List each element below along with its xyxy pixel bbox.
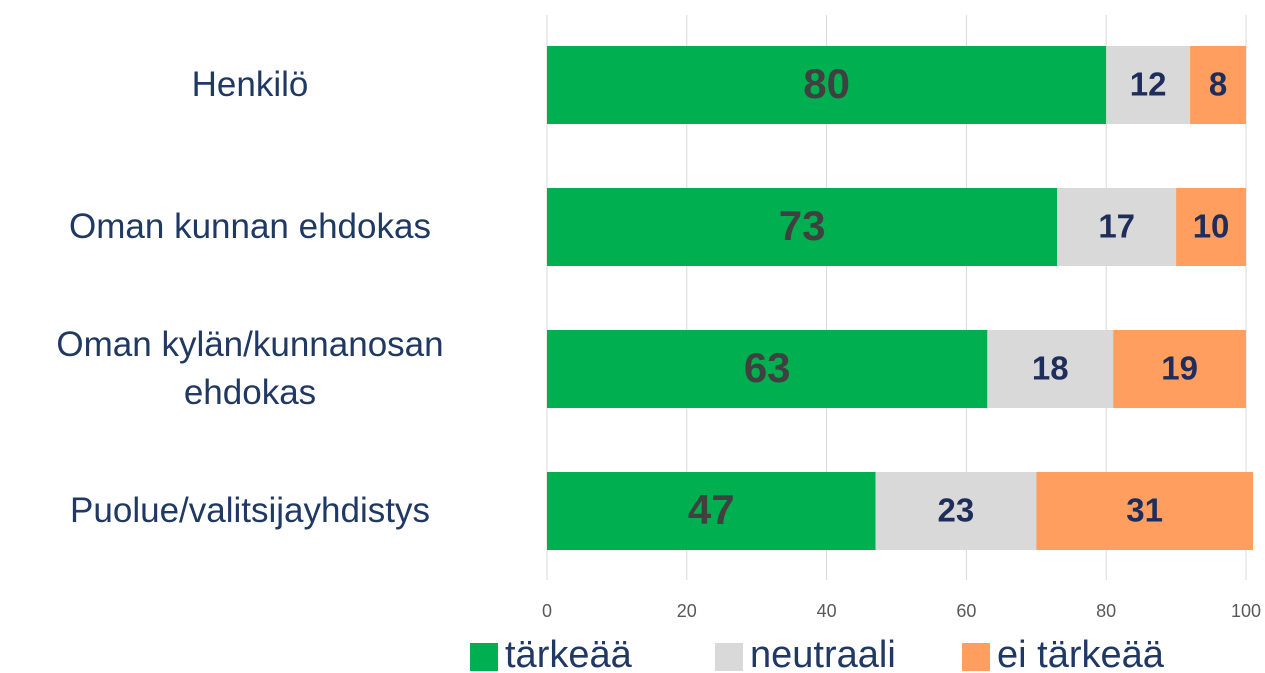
bar-segment [1176, 188, 1246, 266]
legend-swatch [715, 643, 743, 671]
bar-segment [1106, 46, 1191, 124]
legend-label: neutraali [750, 634, 896, 673]
data-label: 80 [803, 60, 850, 107]
legend-label: tärkeää [505, 634, 633, 673]
legend-label: ei tärkeää [997, 634, 1165, 673]
data-label: 23 [938, 492, 975, 529]
bar-segment [1190, 46, 1246, 124]
data-label: 17 [1098, 208, 1135, 245]
bar-segment [547, 330, 988, 408]
legend-swatch [470, 643, 498, 671]
y-tick-label: Henkilö [191, 65, 309, 104]
x-tick-label: 0 [542, 601, 552, 621]
y-tick-label: Puolue/valitsijayhdistys [70, 491, 430, 530]
bar-segment [875, 472, 1037, 550]
y-tick-label: Oman kylän/kunnanosan ehdokas [56, 325, 444, 412]
data-label: 12 [1130, 66, 1167, 103]
data-label: 63 [744, 344, 791, 391]
legend-swatch [962, 643, 990, 671]
data-label: 47 [688, 486, 735, 533]
data-label: 10 [1193, 208, 1230, 245]
y-tick-label: Oman kunnan ehdokas [69, 207, 431, 246]
bar-segment [547, 46, 1107, 124]
bar-segment [987, 330, 1114, 408]
data-label: 18 [1032, 350, 1069, 387]
data-label: 73 [779, 202, 826, 249]
x-tick-label: 20 [677, 601, 697, 621]
x-tick-label: 60 [956, 601, 976, 621]
x-tick-label: 80 [1096, 601, 1116, 621]
bar-segment [547, 188, 1058, 266]
bar-segment [1057, 188, 1177, 266]
bar-segment [547, 472, 876, 550]
x-tick-label: 100 [1231, 601, 1261, 621]
data-label: 8 [1209, 66, 1227, 103]
data-label: 19 [1161, 350, 1198, 387]
data-label: 31 [1126, 492, 1163, 529]
bar-segment [1113, 330, 1246, 408]
bar-segment [1036, 472, 1253, 550]
x-tick-label: 40 [817, 601, 837, 621]
